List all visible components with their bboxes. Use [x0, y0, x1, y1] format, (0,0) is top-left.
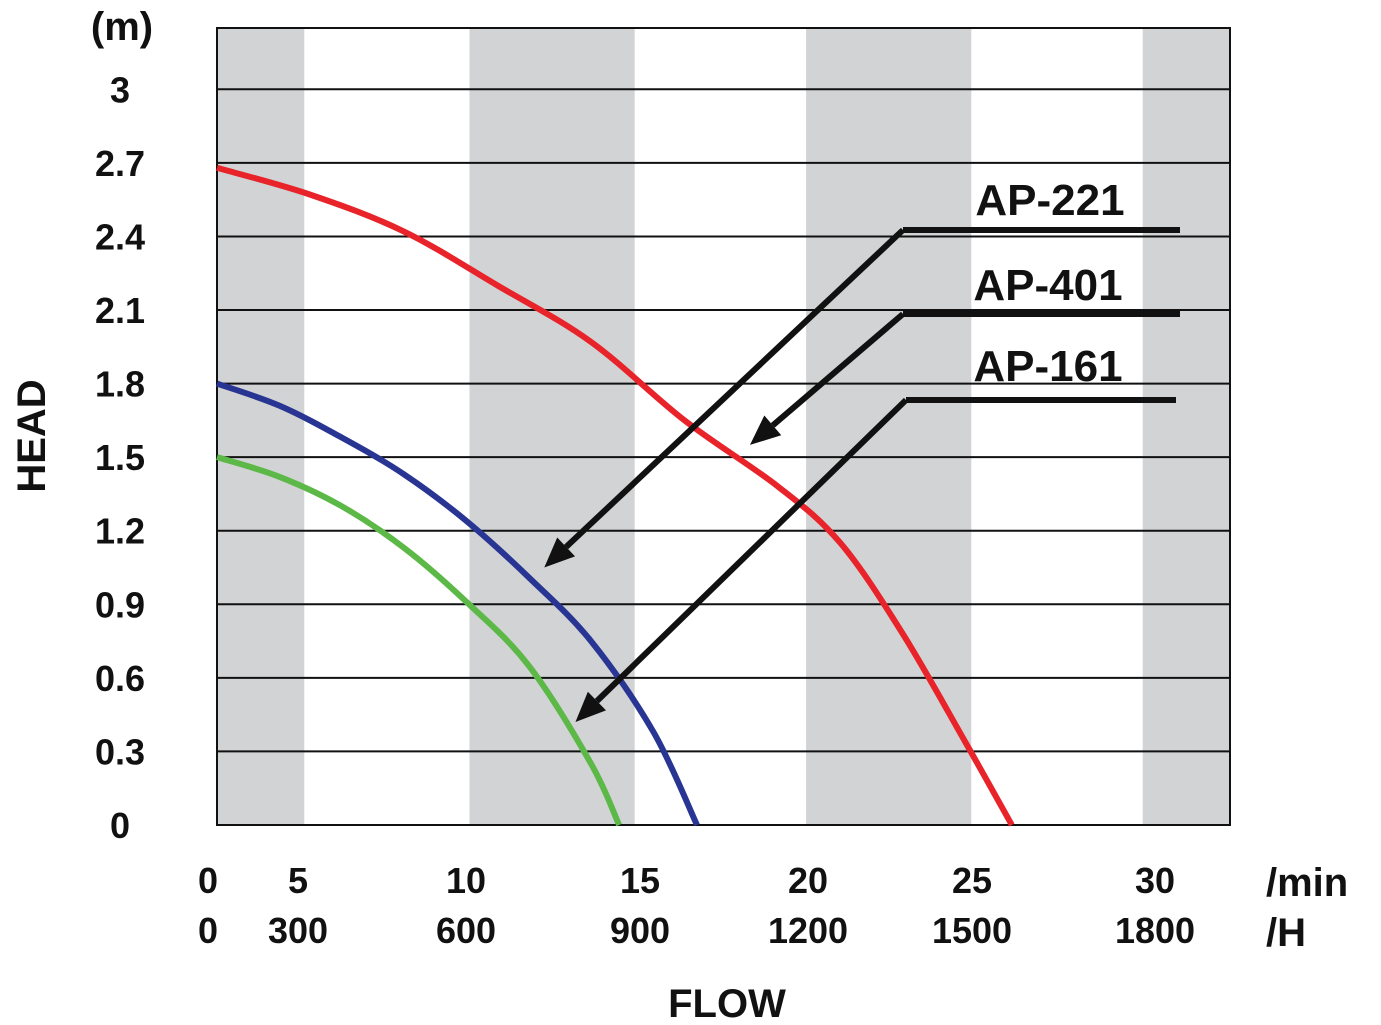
y-tick-label-7: 2.1: [95, 290, 145, 331]
y-tick-label-8: 2.4: [95, 216, 145, 257]
plot-frame: [216, 27, 1231, 826]
x-tick-label-2: 10: [446, 860, 486, 901]
annotation-arrow-shaft-2: [594, 397, 909, 704]
x-tick-label-0: 0: [198, 860, 218, 901]
y-tick-label-2: 0.6: [95, 658, 145, 699]
x-tick-label-secondary-0: 0: [198, 910, 218, 951]
grid-lines: [217, 88, 1230, 753]
shaded-band-3: [1142, 28, 1230, 825]
x-tick-label-secondary-3: 900: [610, 910, 670, 951]
annotation-arrowhead-1: [749, 415, 782, 445]
y-tick-label-3: 0.9: [95, 584, 145, 625]
x-tick-label-5: 25: [952, 860, 992, 901]
y-tick-label-1: 0.3: [95, 731, 145, 772]
y-tick-labels: 0 0.3 0.6 0.9 1.2 1.5 1.8 2.1 2.4 2.7 3: [95, 69, 145, 846]
x-tick-label-4: 20: [788, 860, 828, 901]
shaded-band-0: [217, 28, 305, 825]
annotation-arrowhead-2: [575, 691, 607, 723]
x-tick-label-secondary-4: 1200: [768, 910, 848, 951]
shaded-band-1: [469, 28, 635, 825]
x-tick-label-secondary-1: 300: [268, 910, 328, 951]
x-tick-label-secondary-2: 600: [436, 910, 496, 951]
y-tick-label-6: 1.8: [95, 364, 145, 405]
y-tick-label-10: 3: [110, 69, 130, 110]
y-tick-label-4: 1.2: [95, 511, 145, 552]
x-tick-label-6: 30: [1135, 860, 1175, 901]
shaded-bands: [217, 28, 1230, 825]
x-tick-label-secondary-5: 1500: [932, 910, 1012, 951]
y-unit-label: (m): [91, 5, 153, 49]
annotation-arrowhead-0: [544, 537, 576, 568]
series-line-ap-161: [216, 454, 622, 827]
series-line-ap-401: [215, 380, 700, 827]
x-tick-label-secondary-6: 1800: [1115, 910, 1195, 951]
annotation-label-ap-221: AP-221: [975, 176, 1124, 225]
x-tick-label-3: 15: [620, 860, 660, 901]
y-axis-title: HEAD: [10, 379, 54, 492]
x-unit-primary: /min: [1266, 861, 1348, 905]
annotation-label-ap-161: AP-161: [973, 342, 1122, 391]
y-tick-label-0: 0: [110, 805, 130, 846]
x-unit-secondary: /H: [1266, 911, 1306, 955]
annotation-arrows: AP-221 AP-401 AP-161: [544, 176, 1180, 723]
series-line-ap-221: [216, 164, 1015, 827]
x-tick-label-1: 5: [288, 860, 308, 901]
series-curves: [215, 164, 1015, 827]
y-tick-label-5: 1.5: [95, 437, 145, 478]
y-tick-label-9: 2.7: [95, 143, 145, 184]
annotation-label-ap-401: AP-401: [973, 261, 1122, 310]
x-tick-labels: 0 0 5 300 10 600 15 900 20 1200 25 1500 30 1800: [198, 860, 1195, 951]
shaded-band-2: [806, 28, 972, 825]
annotation-arrow-shaft-0: [564, 227, 906, 550]
x-axis-title: FLOW: [668, 982, 786, 1025]
annotation-arrow-shaft-1: [770, 311, 905, 428]
